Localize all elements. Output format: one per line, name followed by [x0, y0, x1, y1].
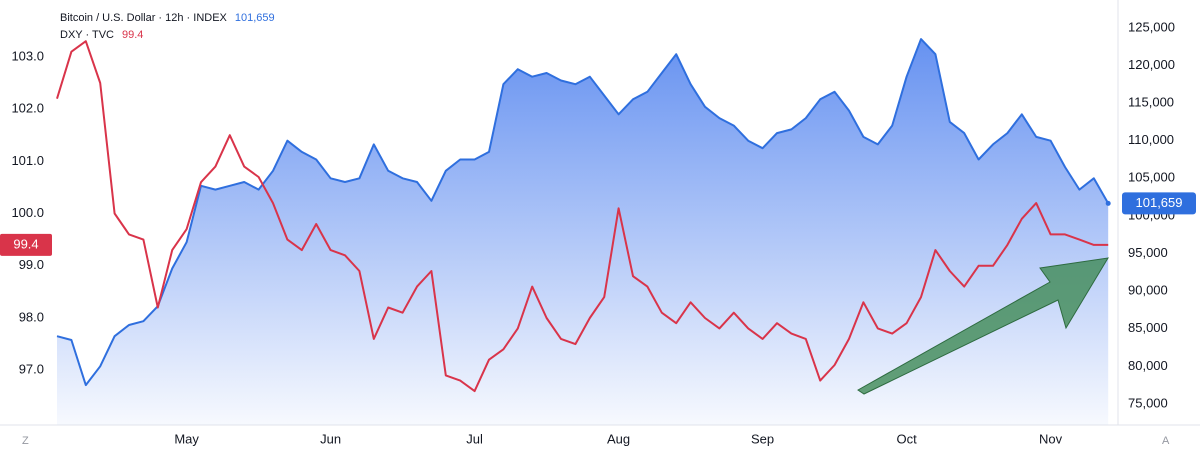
y2-tick-label: 115,000: [1128, 94, 1174, 109]
y-tick-label: 99.0: [19, 257, 44, 272]
y-tick-label: 101.0: [11, 153, 44, 168]
x-tick-label: Oct: [896, 431, 917, 446]
y2-tick-label: 90,000: [1128, 283, 1168, 298]
price-badge-label: 101,659: [1136, 195, 1183, 210]
series-last-value: 101,659: [235, 12, 275, 24]
x-tick-label: Nov: [1039, 431, 1063, 446]
x-tick-label: Jun: [320, 431, 341, 446]
y2-tick-label: 75,000: [1128, 395, 1168, 410]
y-tick-label: 103.0: [11, 48, 44, 63]
y-tick-label: 102.0: [11, 101, 44, 116]
y-tick-label: 97.0: [19, 362, 44, 377]
axis-button[interactable]: Z: [22, 435, 29, 447]
trend-arrow: [857, 257, 1109, 395]
last-point: [1105, 200, 1111, 206]
price-badge-label: 99.4: [13, 236, 38, 251]
series-name: DXY · TVC: [60, 29, 114, 41]
y2-tick-label: 110,000: [1128, 132, 1174, 147]
series-name: Bitcoin / U.S. Dollar · 12h · INDEX: [60, 12, 228, 24]
y2-tick-label: 125,000: [1128, 19, 1175, 34]
y2-tick-label: 95,000: [1128, 245, 1168, 260]
x-tick-label: May: [174, 431, 199, 446]
axis-button[interactable]: A: [1162, 435, 1170, 447]
price-badge: [0, 233, 52, 256]
area: [57, 39, 1109, 425]
y2-tick-label: 120,000: [1128, 57, 1175, 72]
plot-area: [56, 38, 1110, 425]
x-tick-label: Sep: [751, 431, 774, 446]
price-badge: [1122, 192, 1196, 215]
series-line: [56, 40, 1109, 393]
x-tick-label: Aug: [607, 431, 630, 446]
y-tick-label: 98.0: [19, 309, 44, 324]
y2-tick-label: 80,000: [1128, 358, 1168, 373]
series-line: [56, 38, 1110, 387]
y-tick-label: 100.0: [11, 205, 44, 220]
series-last-value: 99.4: [122, 29, 143, 41]
x-tick-label: Jul: [466, 431, 483, 446]
y2-tick-label: 105,000: [1128, 170, 1175, 185]
y2-tick-label: 85,000: [1128, 320, 1168, 335]
